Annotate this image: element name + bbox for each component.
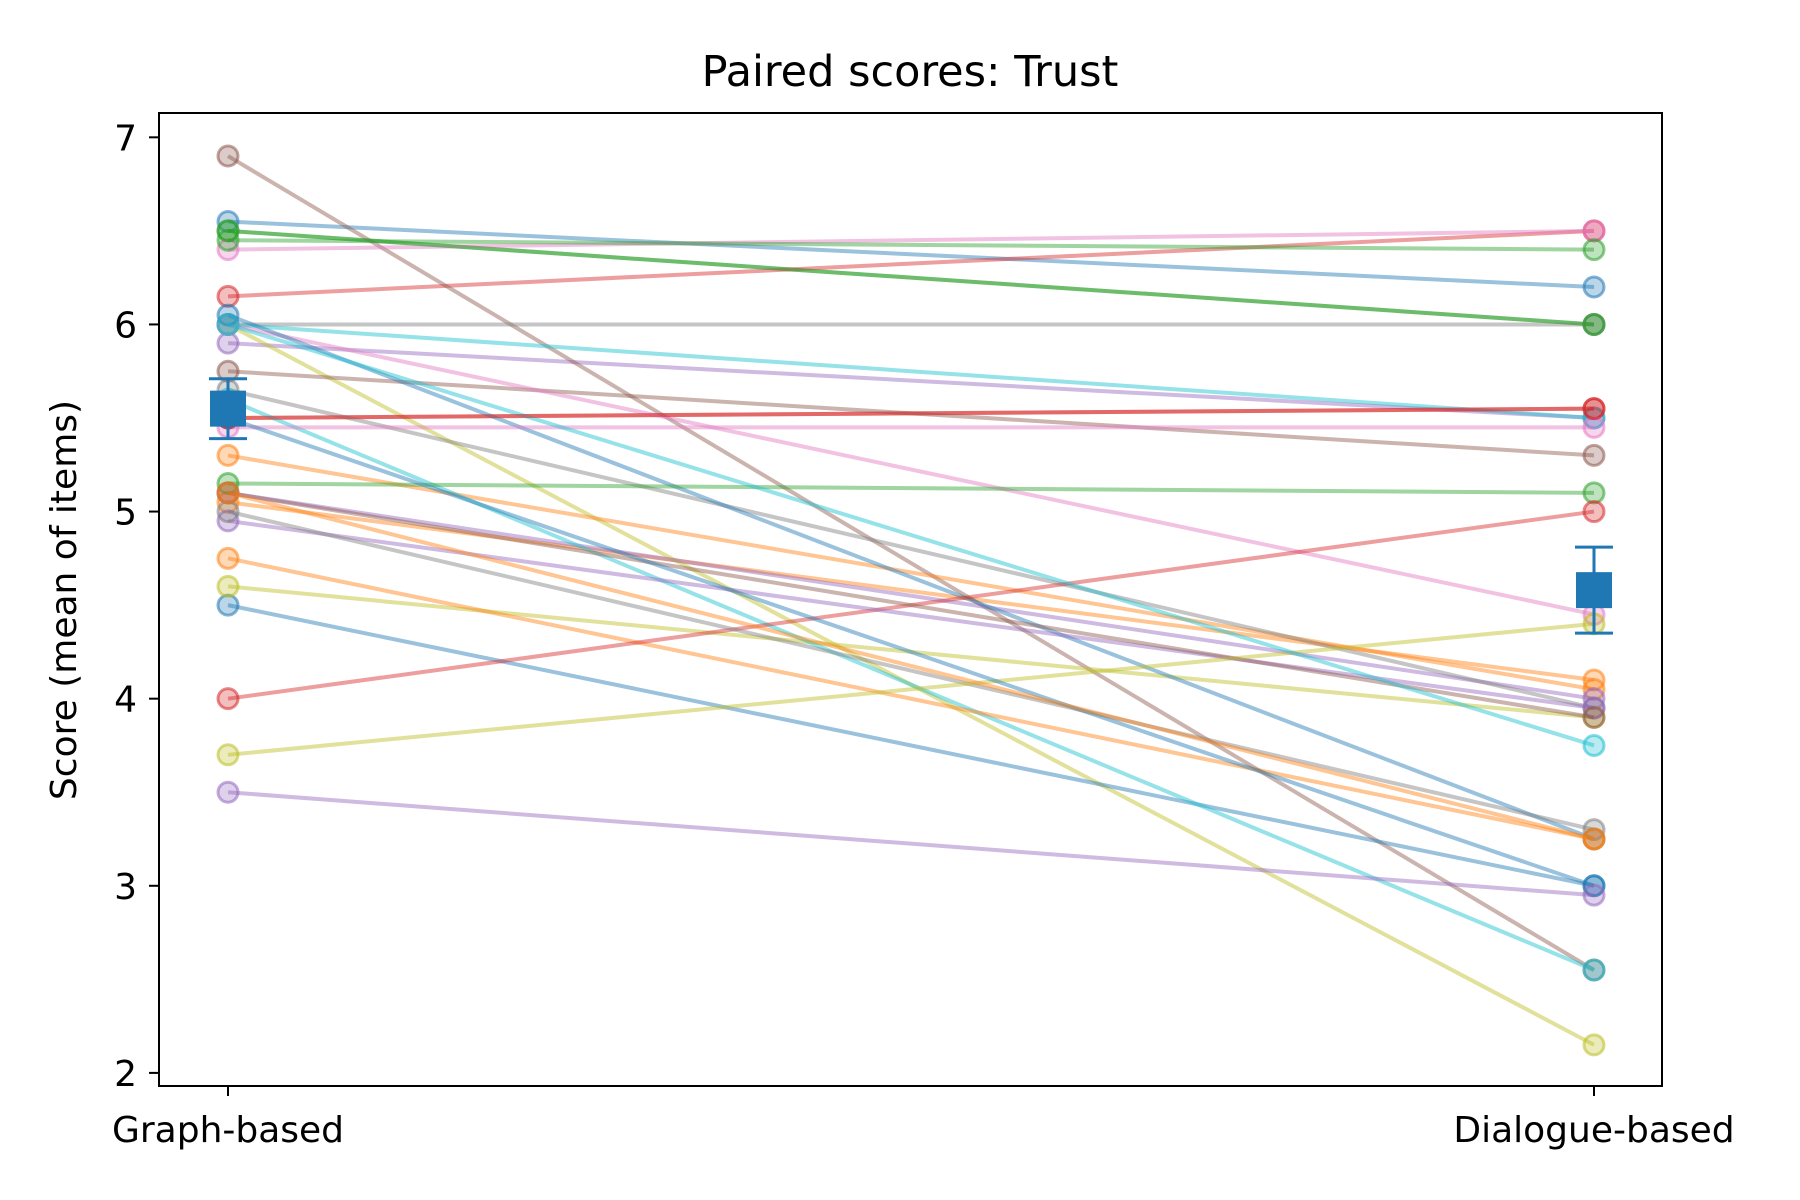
- x-axis: Graph-based Dialogue-based: [112, 1086, 1735, 1151]
- x-tick-label: Dialogue-based: [1453, 1110, 1734, 1151]
- series-24-line: [227, 509, 1595, 701]
- series-33-line: [227, 228, 1595, 327]
- series-14-line: [227, 406, 1595, 420]
- series-32: [216, 481, 1606, 851]
- series-16-point-dialogue: [1582, 443, 1606, 467]
- series-27-point-dialogue: [1582, 415, 1606, 439]
- mean-layer: [209, 377, 1613, 635]
- series-21-line: [227, 313, 1595, 841]
- series-35-line: [227, 790, 1595, 898]
- series-4-line: [227, 228, 1595, 299]
- series-35-point-graph: [216, 780, 240, 804]
- series-18-line: [227, 387, 1595, 710]
- series-29-line: [227, 621, 1595, 757]
- series-7-line: [227, 228, 1595, 252]
- series-12-point-graph: [216, 443, 240, 467]
- series-35: [216, 780, 1606, 907]
- mean-square: [1576, 572, 1612, 609]
- series-23-line: [227, 481, 1595, 495]
- y-tick-label: 5: [114, 493, 137, 534]
- series-3-line: [227, 228, 1595, 327]
- series-29-point-graph: [216, 743, 240, 767]
- chart-title: Paired scores: Trust: [702, 47, 1119, 97]
- plot-frame: [158, 112, 1663, 1087]
- series-26: [216, 481, 1606, 729]
- series-22-point-graph: [216, 546, 240, 570]
- series-31-line: [227, 416, 1595, 888]
- series-8: [216, 312, 1606, 336]
- series-7-point-dialogue: [1582, 219, 1606, 243]
- series-17-line: [227, 322, 1595, 617]
- series-6-point-graph: [216, 144, 240, 168]
- series-24-point-graph: [216, 687, 240, 711]
- series-4-point-graph: [216, 284, 240, 308]
- series-7: [216, 219, 1606, 262]
- series-1-point-dialogue: [1582, 275, 1606, 299]
- series-23-point-dialogue: [1582, 481, 1606, 505]
- series-35-point-dialogue: [1582, 883, 1606, 907]
- series-32-line: [227, 490, 1595, 841]
- series-9-line: [227, 322, 1595, 1047]
- series-19-point-graph: [216, 574, 240, 598]
- series-26-point-dialogue: [1582, 705, 1606, 729]
- series-26-line: [227, 490, 1595, 720]
- series-12-line: [227, 453, 1595, 692]
- series-34-line: [227, 406, 1595, 420]
- series-28-point-graph: [216, 500, 240, 524]
- y-tick-label: 7: [114, 118, 137, 159]
- series-15-line: [227, 490, 1595, 701]
- y-axis-label: Score (mean of items): [44, 400, 85, 800]
- series-25: [216, 509, 1606, 720]
- y-tick-label: 3: [114, 867, 137, 908]
- series-32-point-dialogue: [1582, 827, 1606, 851]
- series-20-line: [227, 397, 1595, 972]
- x-tick-label: Graph-based: [112, 1110, 344, 1151]
- series-30-point-graph: [216, 312, 240, 336]
- series-30-point-dialogue: [1582, 733, 1606, 757]
- series-32-point-graph: [216, 481, 240, 505]
- y-tick-label: 4: [114, 680, 137, 721]
- y-tick-label: 2: [114, 1054, 137, 1095]
- series-20-point-dialogue: [1582, 958, 1606, 982]
- series-30-line: [227, 322, 1595, 748]
- series-33: [216, 219, 1606, 336]
- series-24-point-dialogue: [1582, 500, 1606, 524]
- series-16-line: [227, 369, 1595, 458]
- series-19-line: [227, 584, 1595, 720]
- series-28-line: [227, 509, 1595, 832]
- series-1-line: [227, 219, 1595, 290]
- mean-square: [210, 390, 246, 427]
- mean-marker-graph: [209, 377, 247, 441]
- series-25-line: [227, 518, 1595, 711]
- series-10-line: [227, 322, 1595, 420]
- mean-marker-dialogue: [1575, 545, 1613, 635]
- series-11-line: [227, 603, 1595, 888]
- series-22-line: [227, 556, 1595, 841]
- y-axis: 2 3 4 5 6 7: [114, 118, 159, 1095]
- series-33-point-graph: [216, 219, 240, 243]
- series-24: [216, 500, 1606, 711]
- series-6-line: [226, 154, 1596, 972]
- series-30: [216, 312, 1606, 757]
- series-13-line: [227, 238, 1595, 252]
- series-34-point-dialogue: [1582, 397, 1606, 421]
- series-11-point-graph: [216, 593, 240, 617]
- series-5-line: [227, 341, 1595, 420]
- series-9-point-dialogue: [1582, 1033, 1606, 1057]
- series-5-point-graph: [216, 331, 240, 355]
- series-33-point-dialogue: [1582, 312, 1606, 336]
- series-2-line: [227, 500, 1595, 682]
- series-13-point-dialogue: [1582, 238, 1606, 262]
- y-tick-label: 6: [114, 305, 137, 346]
